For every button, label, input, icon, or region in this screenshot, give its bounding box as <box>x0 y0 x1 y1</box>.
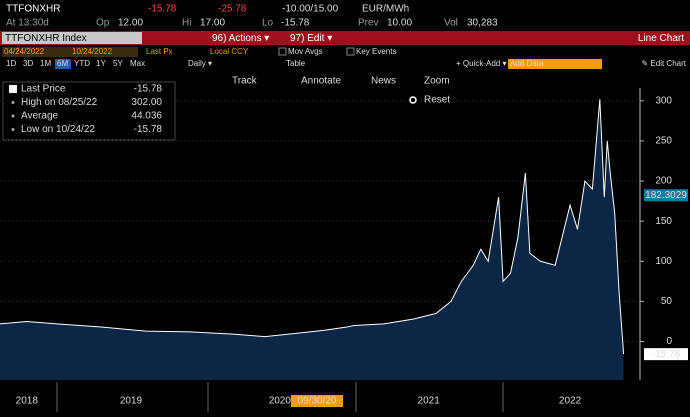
legend-icon <box>11 114 15 118</box>
ticker: TTFONXHR <box>6 4 60 15</box>
y-tick-label: 100 <box>655 256 672 267</box>
legend-label: Last Price <box>21 84 66 95</box>
legend-value: -15.78 <box>134 84 163 95</box>
add-data[interactable]: Add Data <box>510 59 544 68</box>
last: -15.78 <box>148 4 177 15</box>
track[interactable]: Track <box>232 76 258 87</box>
line <box>0 99 625 355</box>
range: -10.00/15.00 <box>282 4 339 15</box>
period[interactable]: 1M <box>40 59 51 68</box>
legend-value: 44.036 <box>131 111 162 122</box>
y-tick-label: 300 <box>655 95 672 106</box>
price-tag <box>644 189 688 202</box>
date-marker-label: 09/30/20 <box>298 396 337 407</box>
period[interactable]: 1D <box>6 59 16 68</box>
legend-label: Low on 10/24/22 <box>21 124 95 135</box>
op-label: Op <box>96 18 110 29</box>
vol: 30,283 <box>467 18 498 29</box>
date-marker <box>291 395 344 407</box>
prev: 10.00 <box>387 18 412 29</box>
annotate[interactable]: Annotate <box>301 76 341 87</box>
legend-value: 302.00 <box>131 97 162 108</box>
y-tick-label: 0 <box>666 336 672 347</box>
x-tick-label: 2020 <box>269 396 292 407</box>
field[interactable]: Last Px <box>146 47 173 56</box>
quick-add[interactable]: + Quick-Add ▾ <box>456 59 506 68</box>
x-tick-label: 2019 <box>120 396 143 407</box>
hi-label: Hi <box>182 18 191 29</box>
x-axis-separators <box>56 382 504 412</box>
news[interactable]: News <box>371 76 396 87</box>
add-data-box <box>508 59 602 69</box>
price-tag-label: 182.3029 <box>645 190 687 201</box>
y-tick-label: 200 <box>655 176 672 187</box>
checkbox[interactable] <box>346 47 355 56</box>
prev-label: Prev <box>358 18 379 29</box>
reset-icon <box>409 96 417 104</box>
end-date[interactable]: 10/24/2022 <box>72 47 113 56</box>
reset[interactable]: Reset <box>424 95 450 106</box>
hi: 17.00 <box>200 18 225 29</box>
chart-type[interactable]: Line Chart <box>638 33 684 44</box>
lo: -15.78 <box>281 18 310 29</box>
toolbar-bar <box>0 31 690 45</box>
mov-avgs[interactable]: Mov Avgs <box>288 47 323 56</box>
currency[interactable]: Local CCY <box>210 47 249 56</box>
period[interactable]: YTD <box>74 59 90 68</box>
start-date[interactable]: 04/24/2022 <box>4 47 45 56</box>
x-tick-label: 2022 <box>559 396 582 407</box>
unit: EUR/MWh <box>362 4 409 15</box>
date-box <box>2 47 138 57</box>
lo-label: Lo <box>262 18 274 29</box>
legend-icon <box>9 85 17 93</box>
vol-label: Vol <box>444 18 458 29</box>
legend-value: -15.78 <box>134 124 163 135</box>
period[interactable]: 5Y <box>113 59 123 68</box>
frequency[interactable]: Daily ▾ <box>188 59 212 68</box>
periods: 1D 3D 1M 6M YTD 1Y 5Y Max <box>6 59 145 69</box>
y-tick-label: 50 <box>661 296 673 307</box>
change: -25.78 <box>218 4 247 15</box>
period[interactable]: 1Y <box>96 59 106 68</box>
area <box>0 99 624 380</box>
legend-label: Average <box>21 111 59 122</box>
index[interactable]: TTFONXHR Index <box>5 33 87 44</box>
checkbox[interactable] <box>278 47 287 56</box>
table[interactable]: Table <box>286 59 306 68</box>
zoom[interactable]: Zoom <box>424 76 450 87</box>
period[interactable]: 6M <box>57 59 68 68</box>
period[interactable]: 3D <box>23 59 33 68</box>
y-tick-label: 250 <box>655 136 672 147</box>
op: 12.00 <box>118 18 143 29</box>
edit-chart[interactable]: ✎ Edit Chart <box>642 59 687 68</box>
price-tag-label: -15.78 <box>652 349 681 360</box>
legend: Last Price -15.78 High on 08/25/22 302.00 Av… <box>9 84 163 135</box>
legend-box <box>2 81 176 141</box>
time: At 13:30d <box>6 18 49 29</box>
legend-label: High on 08/25/22 <box>21 97 98 108</box>
actions[interactable]: 96) Actions ▾ <box>212 33 269 44</box>
index-box <box>2 32 142 44</box>
y-tick-label: 150 <box>655 216 672 227</box>
edit[interactable]: 97) Edit ▾ <box>290 33 332 44</box>
plot: 0 50 100 150 200 250 300 182.3029 -15.78 2018 2019… <box>0 88 688 407</box>
key-events[interactable]: Key Events <box>356 47 396 56</box>
period-active <box>55 59 71 69</box>
price-tag <box>644 348 688 361</box>
x-tick-label: 2018 <box>16 396 39 407</box>
legend-icon <box>11 128 15 131</box>
period[interactable]: Max <box>130 59 145 68</box>
legend-icon <box>11 101 15 104</box>
x-tick-label: 2021 <box>418 396 441 407</box>
